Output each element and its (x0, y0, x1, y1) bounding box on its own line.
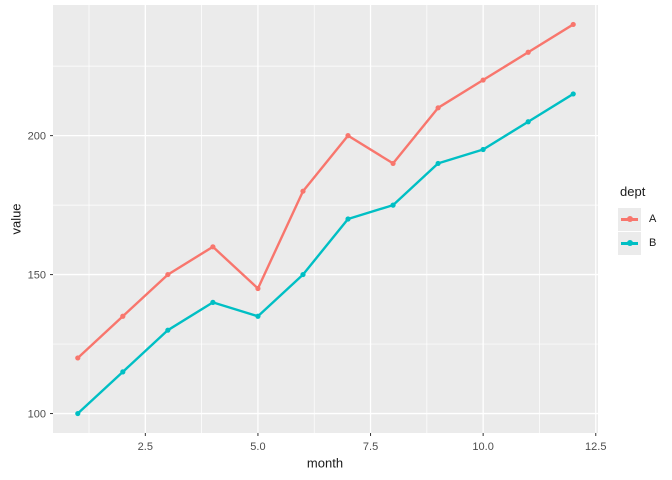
y-tick-label: 200 (28, 131, 46, 143)
y-tick-label: 150 (28, 270, 46, 282)
data-point-B (75, 410, 81, 417)
legend-key-swatch (618, 231, 641, 255)
data-point-B (390, 202, 396, 208)
series-line-B (76, 92, 575, 415)
data-point-A (570, 21, 576, 28)
data-point-B (480, 146, 486, 153)
data-point-B (345, 216, 351, 222)
x-tick-label: 12.5 (585, 441, 606, 453)
x-tick-label: 2.5 (138, 441, 153, 453)
data-point-A (390, 160, 396, 167)
legend-key-swatch (618, 207, 641, 231)
x-tick-label: 10.0 (472, 441, 493, 453)
data-point-A (435, 105, 441, 111)
data-point-B (435, 160, 441, 167)
x-axis-title: month (306, 455, 344, 471)
panel-background (53, 5, 598, 433)
legend-label: B (649, 237, 657, 249)
legend-label: A (649, 213, 657, 225)
legend-point-sample (626, 240, 633, 246)
y-tick-label: 100 (28, 409, 46, 421)
data-point-B (255, 313, 261, 319)
data-point-A (345, 133, 351, 139)
data-point-B (210, 299, 216, 305)
data-point-B (570, 91, 576, 97)
series-line-A (76, 23, 575, 360)
legend-item-B: B (618, 231, 656, 255)
data-point-A (210, 244, 216, 250)
legend-item-A: A (618, 207, 656, 231)
y-axis-title: value (8, 203, 24, 235)
data-point-A (300, 188, 306, 194)
x-tick-label: 7.5 (363, 441, 378, 453)
data-point-A (525, 49, 531, 55)
data-point-B (165, 327, 171, 333)
data-point-A (75, 355, 81, 361)
data-point-A (255, 285, 261, 292)
data-point-B (300, 271, 306, 278)
data-point-A (120, 313, 126, 319)
legend-title: dept (620, 184, 646, 199)
data-point-A (480, 77, 486, 83)
legend-point-sample (626, 216, 633, 222)
data-point-B (120, 369, 126, 375)
data-point-A (165, 271, 171, 278)
data-point-B (525, 119, 531, 125)
x-tick-label: 5.0 (250, 441, 265, 453)
